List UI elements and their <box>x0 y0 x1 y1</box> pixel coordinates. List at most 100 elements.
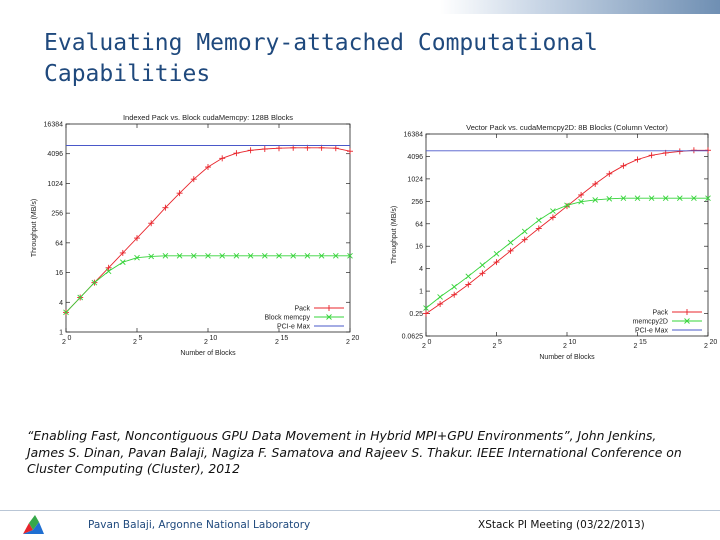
chart-0-legend-label: Pack <box>294 306 310 313</box>
chart-1-point-stroke <box>465 273 472 280</box>
chart-1-series-1-point <box>620 195 627 202</box>
chart-1-series-0-point <box>479 270 486 277</box>
chart-1-series-0-point <box>592 180 599 187</box>
chart-0-series-1-point <box>304 252 311 259</box>
chart-0-point-stroke <box>318 252 325 259</box>
chart-1-series-0-point <box>634 156 641 163</box>
chart-0-series-0-point <box>261 146 268 153</box>
chart-1-y-tick-label: 256 <box>411 199 423 206</box>
chart-1-series-1-point <box>606 195 613 202</box>
chart-0-series-1-point <box>91 279 98 286</box>
chart-0-series-1-point <box>190 252 197 259</box>
argonne-logo-icon <box>23 515 44 534</box>
chart-0-series-1-line <box>65 255 350 313</box>
chart-1-point-stroke <box>676 195 683 202</box>
chart-1-series-0-point <box>521 236 528 243</box>
chart-1-x-tick-label: 2 <box>704 343 708 350</box>
chart-1-x-tick-label: 2 <box>634 343 638 350</box>
chart-0-y-tick-label: 16384 <box>44 122 64 129</box>
chart-1-point-stroke <box>578 198 584 205</box>
chart-1-series-0-point <box>549 214 556 221</box>
chart-1-series-0-point <box>578 191 585 198</box>
chart-vector-pack-svg: Vector Pack vs. cudaMemcpy2D: 8B Blocks … <box>391 123 717 361</box>
chart-0-y-tick-label: 64 <box>55 240 63 247</box>
chart-0-y-tick-label: 1 <box>59 330 63 337</box>
chart-0-series-0-point <box>176 190 183 197</box>
chart-1-point-stroke <box>423 305 429 311</box>
chart-0-point-stroke <box>347 252 353 259</box>
chart-1-series-1-point <box>550 208 556 214</box>
chart-1-series-0-point <box>465 281 472 288</box>
chart-1-series-0-point <box>451 291 458 298</box>
footer-divider <box>0 510 720 511</box>
chart-1-series-1-point <box>479 262 486 268</box>
chart-0-plot-frame <box>65 123 351 333</box>
chart-1-series-1-point <box>451 284 458 290</box>
citation-text: “Enabling Fast, Noncontiguous GPU Data M… <box>27 428 682 476</box>
chart-0-series-0-point <box>276 145 282 152</box>
chart-0-legend-label: Block memcpy <box>264 315 310 322</box>
chart-1-point-stroke <box>479 262 486 268</box>
chart-0-point-stroke <box>91 279 98 286</box>
chart-0-series-1-point <box>77 294 84 301</box>
chart-0-series-0-point <box>148 220 155 227</box>
chart-1-y-axis-label: Throughput (MB/s) <box>391 206 398 264</box>
chart-0-series-0-point <box>247 147 254 154</box>
chart-1-series-0-line <box>425 149 708 314</box>
chart-1-legend-label: PCI-e Max <box>635 328 669 335</box>
chart-0-point-stroke <box>290 252 297 259</box>
chart-0-series-1-point <box>105 268 112 275</box>
chart-0-x-tick-label: 2 <box>275 339 279 346</box>
chart-1-series-1-point <box>437 294 443 300</box>
chart-1-series-0-point <box>437 301 444 308</box>
chart-0-series-1-point <box>205 252 211 259</box>
chart-0-point-stroke <box>205 252 211 259</box>
chart-0-point-stroke <box>304 252 311 259</box>
chart-1-y-tick-label: 4 <box>419 266 423 273</box>
chart-1-series-1-point <box>578 198 584 205</box>
chart-1-series-1-point <box>662 195 669 202</box>
chart-0-point-stroke <box>63 309 69 316</box>
chart-1-legend-label: memcpy2D <box>633 319 668 326</box>
chart-1-series-1-point <box>705 195 711 202</box>
chart-1-series-0-point <box>493 259 500 266</box>
chart-1-y-tick-label: 1024 <box>407 176 423 183</box>
chart-0-series-1-point <box>148 253 155 260</box>
chart-0-title: Indexed Pack vs. Block cudaMemcpy: 128B … <box>123 113 293 122</box>
chart-1-point-stroke <box>592 197 599 203</box>
chart-0-x-tick-exponent: 5 <box>139 335 143 342</box>
chart-0-series-0-point <box>219 155 226 162</box>
chart-1-point-stroke <box>691 195 697 202</box>
chart-1-y-tick-label: 0.25 <box>409 311 423 318</box>
chart-0-series-0-point <box>119 249 126 256</box>
chart-0-x-tick-exponent: 0 <box>68 335 72 342</box>
chart-0-series-1-point <box>261 252 268 259</box>
chart-0-series-0-point <box>205 164 211 171</box>
chart-0-point-stroke <box>77 294 84 301</box>
chart-1-legend-marker <box>684 318 690 324</box>
chart-0-point-stroke <box>247 252 254 259</box>
chart-1-series-1-point <box>592 197 599 203</box>
chart-0-series-1-point <box>247 252 254 259</box>
chart-0-series-0-point <box>332 145 339 152</box>
chart-0-series-1-point <box>318 252 325 259</box>
chart-1-point-stroke <box>437 294 443 300</box>
chart-1-series-1-point <box>465 273 472 280</box>
chart-1-x-axis-label: Number of Blocks <box>539 354 595 361</box>
chart-1-point-stroke <box>662 195 669 202</box>
chart-0-series-0-point <box>190 176 197 183</box>
footer-meeting: XStack PI Meeting (03/22/2013) <box>478 519 645 531</box>
chart-1-point-stroke <box>620 195 627 202</box>
chart-1-point-stroke <box>606 195 613 202</box>
chart-0-point-stroke <box>134 254 140 261</box>
slide-title: Evaluating Memory-attached Computational… <box>44 30 598 87</box>
chart-1-y-tick-label: 64 <box>415 221 423 228</box>
chart-0-series-1-point <box>63 309 69 316</box>
chart-1-series-1-point <box>634 195 641 202</box>
chart-1-series-0-point <box>676 148 683 155</box>
chart-1-series-0-point <box>620 162 627 169</box>
chart-1-point-stroke <box>564 202 570 209</box>
top-bar-accent <box>440 0 720 14</box>
chart-1-series-1-point <box>493 251 500 257</box>
chart-1-series-0-point <box>535 225 542 232</box>
